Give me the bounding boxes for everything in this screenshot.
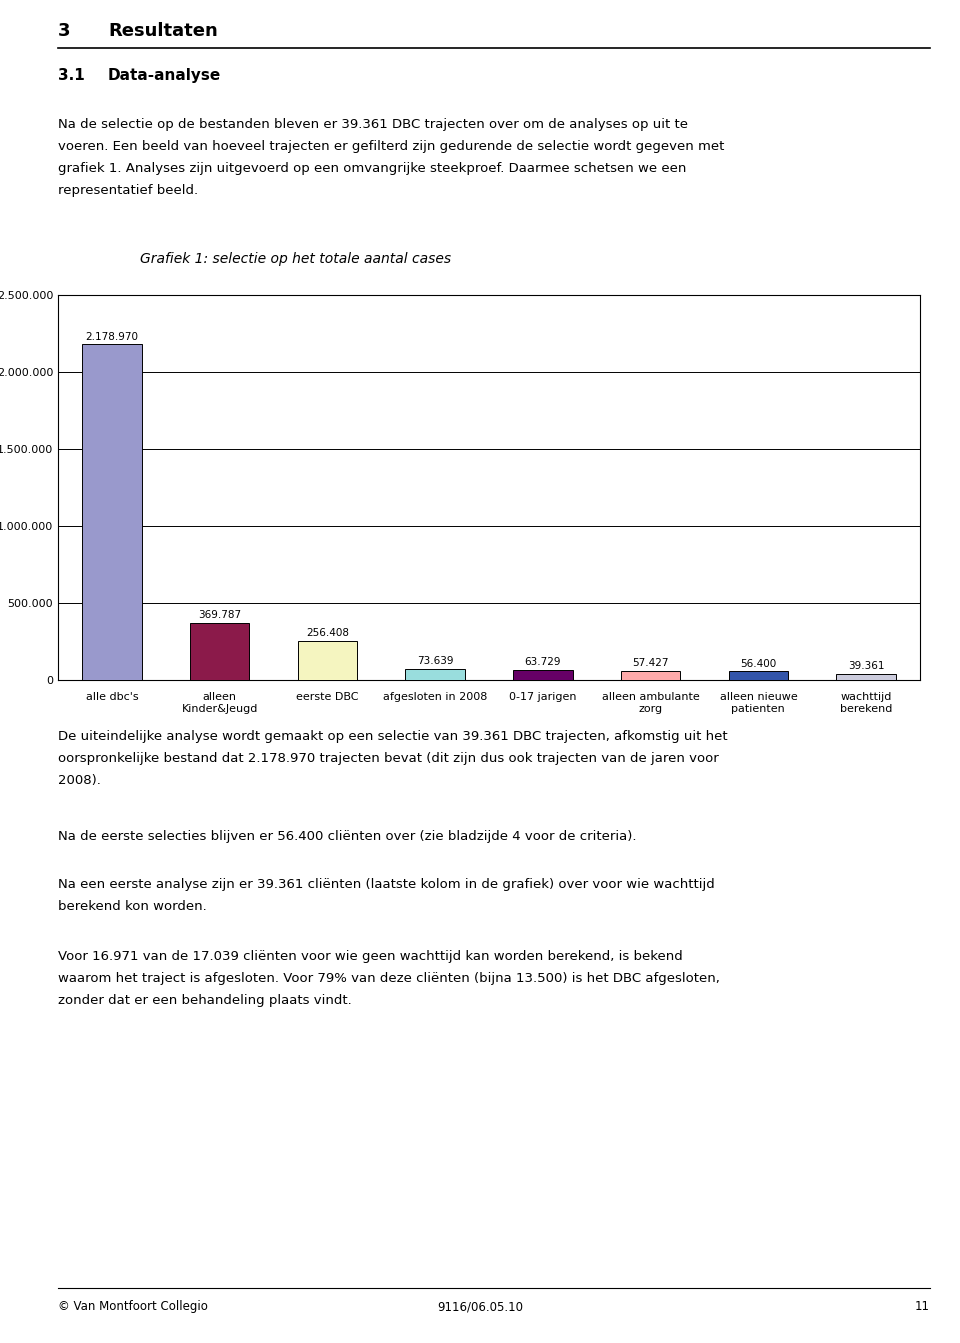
- Text: © Van Montfoort Collegio: © Van Montfoort Collegio: [58, 1300, 208, 1313]
- Text: Resultaten: Resultaten: [108, 21, 218, 40]
- Text: Data-analyse: Data-analyse: [108, 68, 221, 83]
- Text: Na de selectie op de bestanden bleven er 39.361 DBC trajecten over om de analyse: Na de selectie op de bestanden bleven er…: [58, 118, 688, 132]
- Text: voeren. Een beeld van hoeveel trajecten er gefilterd zijn gedurende de selectie : voeren. Een beeld van hoeveel trajecten …: [58, 140, 725, 153]
- Bar: [729, 672, 788, 680]
- Bar: [190, 623, 250, 680]
- Text: 256.408: 256.408: [306, 627, 348, 638]
- Text: 56.400: 56.400: [740, 658, 777, 669]
- Text: berekend kon worden.: berekend kon worden.: [58, 900, 206, 913]
- Bar: [83, 344, 141, 680]
- Text: 3.1: 3.1: [58, 68, 84, 83]
- Text: 3: 3: [58, 21, 70, 40]
- Text: 2.178.970: 2.178.970: [85, 332, 138, 341]
- Text: 9116/06.05.10: 9116/06.05.10: [437, 1300, 523, 1313]
- Text: 63.729: 63.729: [524, 658, 562, 667]
- Text: 369.787: 369.787: [198, 610, 241, 620]
- Bar: [836, 674, 896, 680]
- Text: Na een eerste analyse zijn er 39.361 cliënten (laatste kolom in de grafiek) over: Na een eerste analyse zijn er 39.361 cli…: [58, 878, 715, 890]
- Text: oorspronkelijke bestand dat 2.178.970 trajecten bevat (dit zijn dus ook trajecte: oorspronkelijke bestand dat 2.178.970 tr…: [58, 752, 719, 766]
- Text: 2008).: 2008).: [58, 774, 101, 787]
- Text: Voor 16.971 van de 17.039 cliënten voor wie geen wachttijd kan worden berekend, : Voor 16.971 van de 17.039 cliënten voor …: [58, 950, 683, 963]
- Bar: [514, 670, 572, 680]
- Text: zonder dat er een behandeling plaats vindt.: zonder dat er een behandeling plaats vin…: [58, 994, 351, 1007]
- Text: 57.427: 57.427: [633, 658, 669, 669]
- Text: De uiteindelijke analyse wordt gemaakt op een selectie van 39.361 DBC trajecten,: De uiteindelijke analyse wordt gemaakt o…: [58, 731, 728, 743]
- Bar: [621, 672, 681, 680]
- Bar: [298, 641, 357, 680]
- Text: 73.639: 73.639: [417, 655, 453, 666]
- Text: grafiek 1. Analyses zijn uitgevoerd op een omvangrijke steekproef. Daarmee schet: grafiek 1. Analyses zijn uitgevoerd op e…: [58, 163, 686, 175]
- Text: 39.361: 39.361: [848, 661, 884, 672]
- Text: waarom het traject is afgesloten. Voor 79% van deze cliënten (bijna 13.500) is h: waarom het traject is afgesloten. Voor 7…: [58, 972, 720, 984]
- Text: 11: 11: [915, 1300, 930, 1313]
- Text: representatief beeld.: representatief beeld.: [58, 184, 198, 197]
- Text: Na de eerste selecties blijven er 56.400 cliënten over (zie bladzijde 4 voor de : Na de eerste selecties blijven er 56.400…: [58, 830, 636, 843]
- Text: Grafiek 1: selectie op het totale aantal cases: Grafiek 1: selectie op het totale aantal…: [140, 252, 451, 266]
- Bar: [405, 669, 465, 680]
